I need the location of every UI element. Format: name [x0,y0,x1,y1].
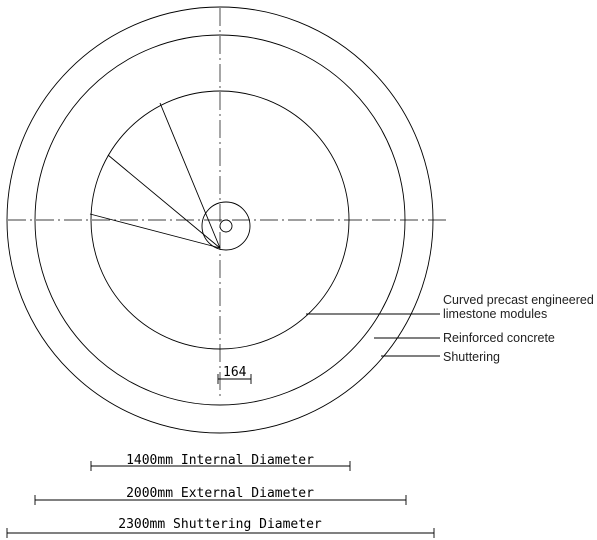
newel-circle [201,201,251,251]
internal-dimension-text: 1400mm Internal Diameter [126,453,314,468]
shuttering-dimension-text: 2300mm Shuttering Diameter [118,517,322,532]
concrete-label: Reinforced concrete [443,331,555,345]
module-division-line [107,154,221,249]
modules-label-line2: limestone modules [443,307,547,321]
small-dimension-text: 164 [223,365,247,380]
module-division-line [159,102,221,249]
external-dimension-text: 2000mm External Diameter [126,486,314,501]
module-division-line [89,213,221,249]
modules-label: Curved precast engineered [443,293,594,307]
shuttering-label: Shuttering [443,350,500,364]
newel-core-circle [219,219,233,233]
